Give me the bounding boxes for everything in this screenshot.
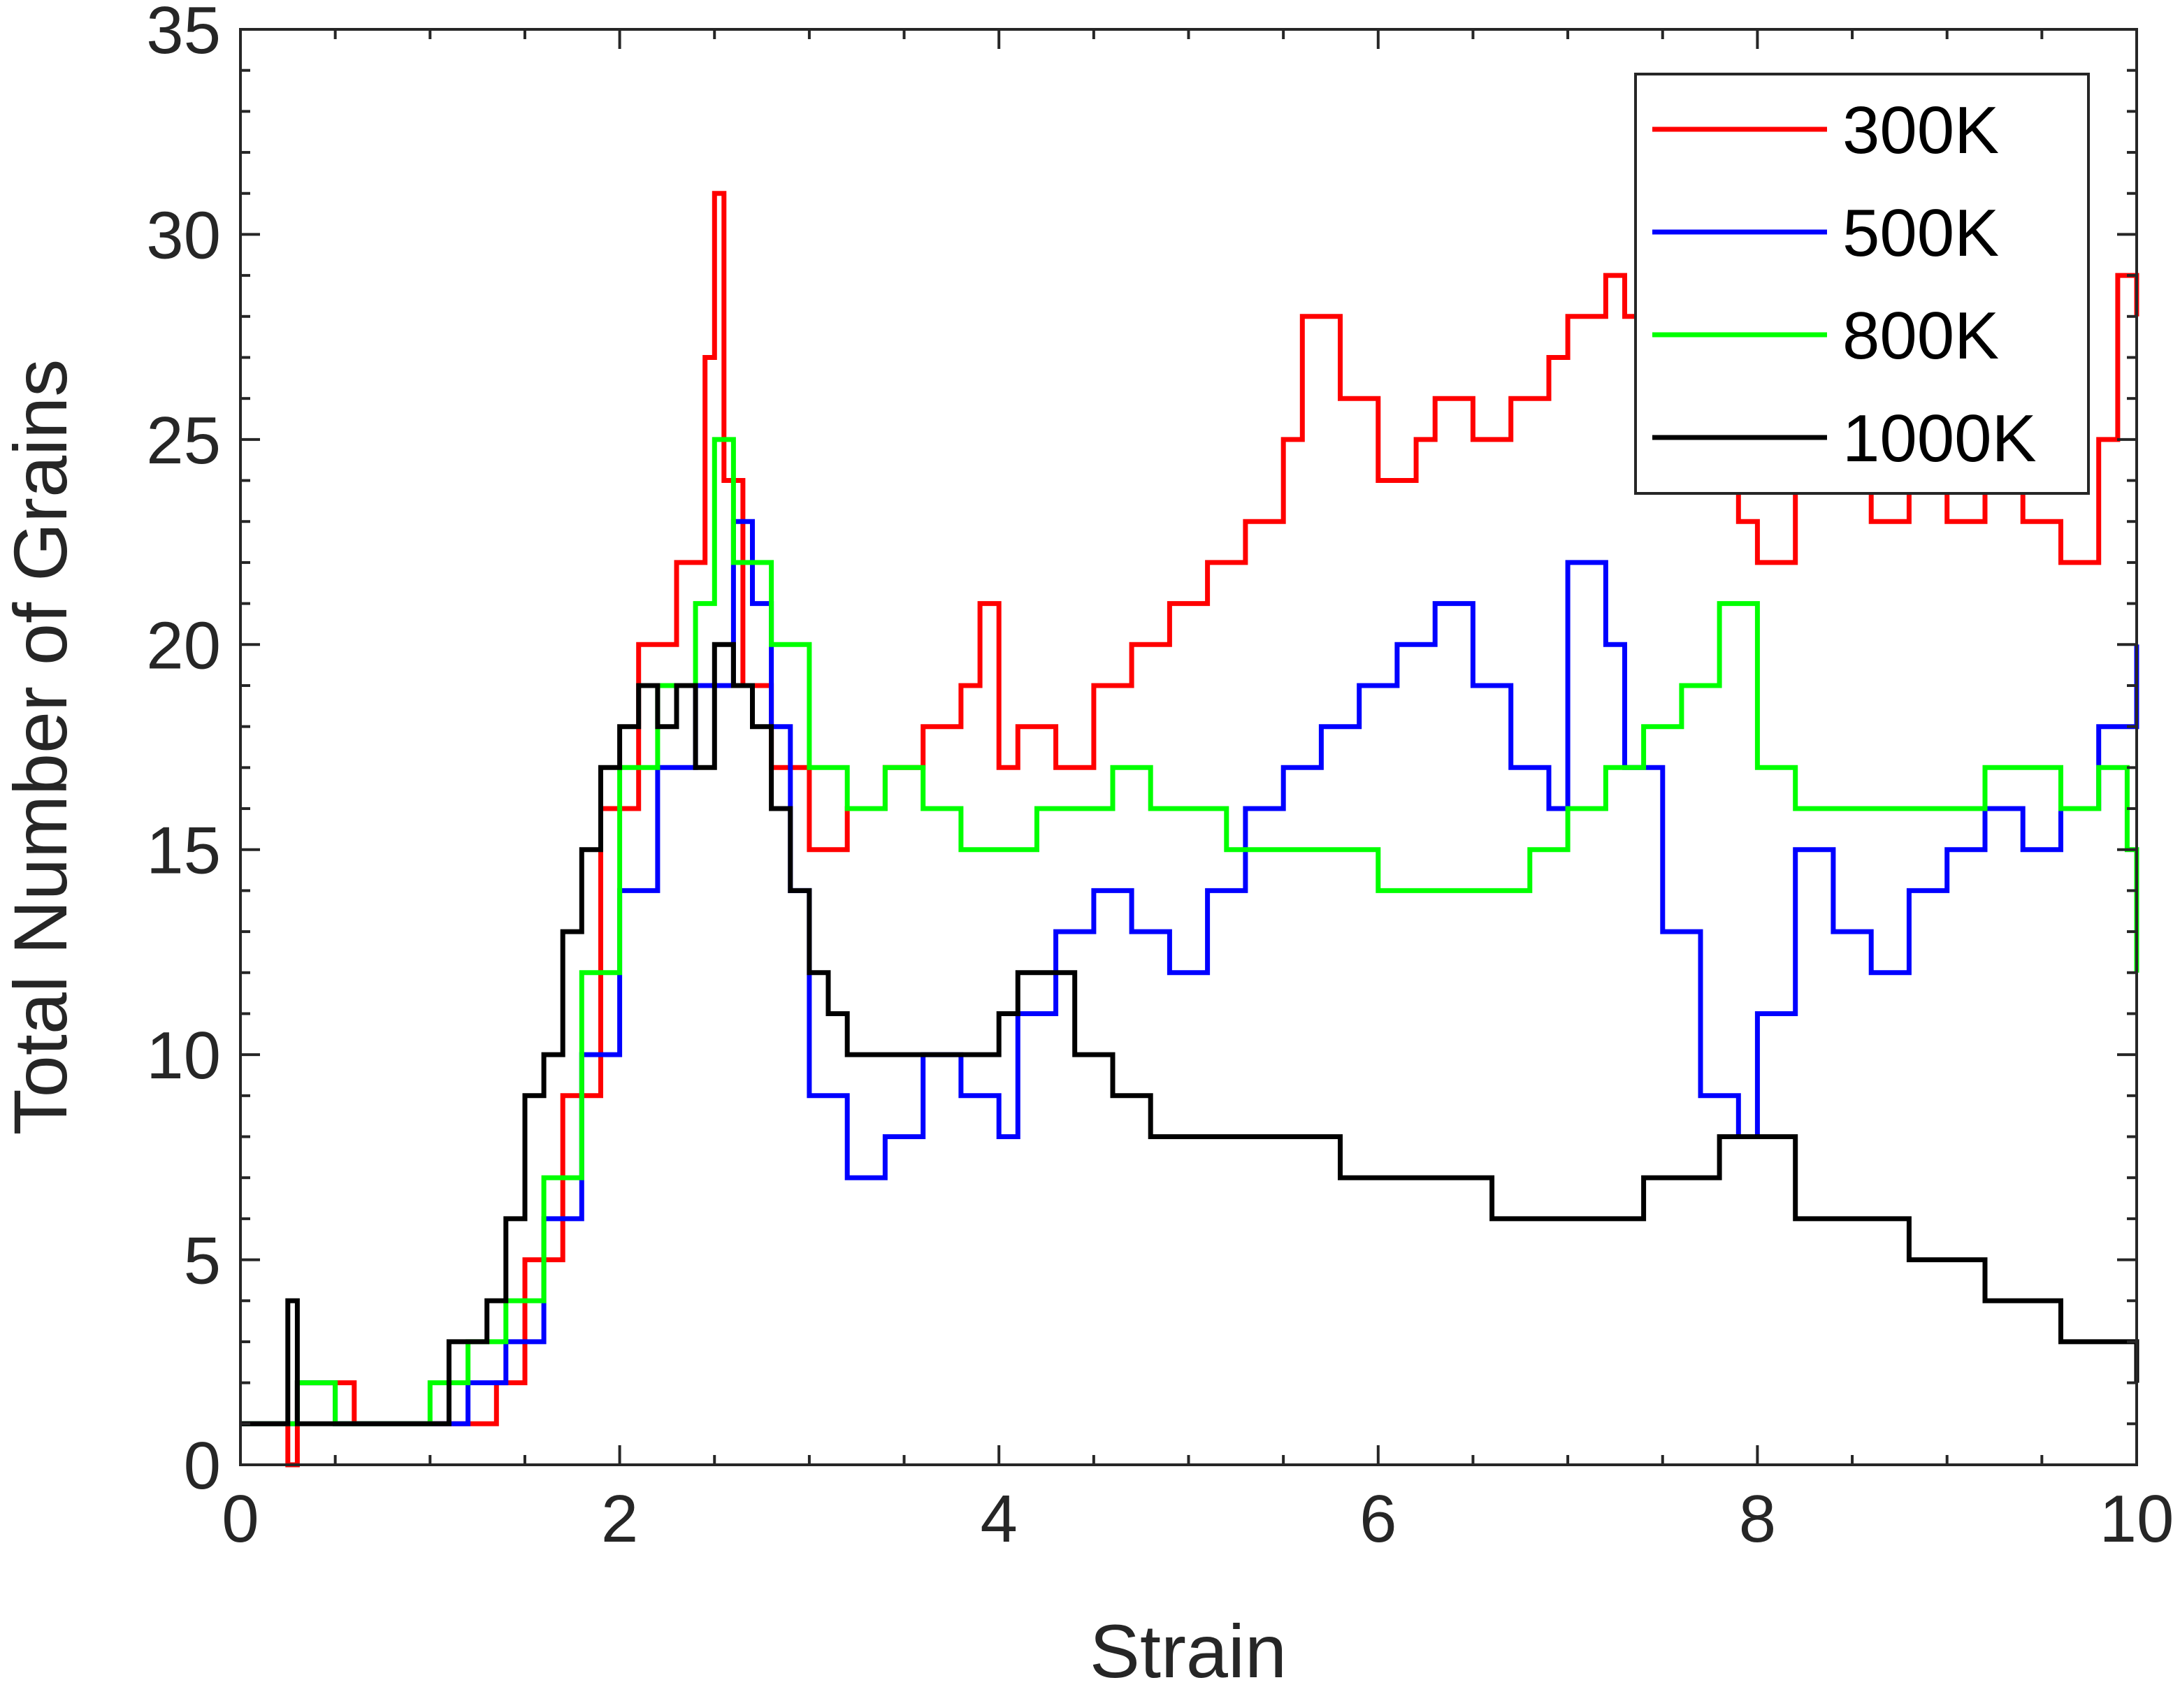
- legend-label-300K: 300K: [1842, 93, 1999, 168]
- y-tick-label: 5: [184, 1224, 221, 1298]
- series-line-800K: [240, 437, 2139, 1426]
- legend-label-1000K: 1000K: [1842, 401, 2037, 476]
- y-axis-label: Total Number of Grains: [0, 359, 82, 1135]
- y-tick-label: 30: [146, 198, 221, 273]
- y-axis-ticks: [240, 28, 2137, 1466]
- x-tick-label: 6: [1359, 1482, 1396, 1556]
- legend-box: [1634, 73, 2090, 495]
- x-tick-label: 4: [981, 1482, 1018, 1556]
- x-tick-label: 10: [2100, 1482, 2174, 1556]
- x-tick-label: 2: [601, 1482, 638, 1556]
- x-tick-label: 8: [1739, 1482, 1776, 1556]
- y-tick-label: 25: [146, 403, 221, 478]
- legend-entries: 300K 500K 800K 1000K: [1652, 93, 2037, 476]
- series-line-1000K: [240, 642, 2139, 1426]
- x-axis-ticks: [239, 29, 2138, 1465]
- legend: 300K 500K 800K 1000K: [1634, 73, 2090, 495]
- y-tick-label: 35: [146, 0, 221, 68]
- y-tick-label: 10: [146, 1018, 221, 1093]
- y-tick-label: 0: [184, 1428, 221, 1503]
- y-tick-label: 15: [146, 813, 221, 888]
- y-tick-label: 20: [146, 608, 221, 683]
- y-axis-tick-labels: 0 5 10 15 20 25 30 35: [146, 0, 221, 1503]
- legend-label-500K: 500K: [1842, 196, 1999, 270]
- x-axis-tick-labels: 0 2 4 6 8 10: [222, 1482, 2174, 1556]
- x-tick-label: 0: [222, 1482, 259, 1556]
- legend-label-800K: 800K: [1842, 298, 1999, 373]
- x-axis-label: Strain: [1090, 1609, 1287, 1693]
